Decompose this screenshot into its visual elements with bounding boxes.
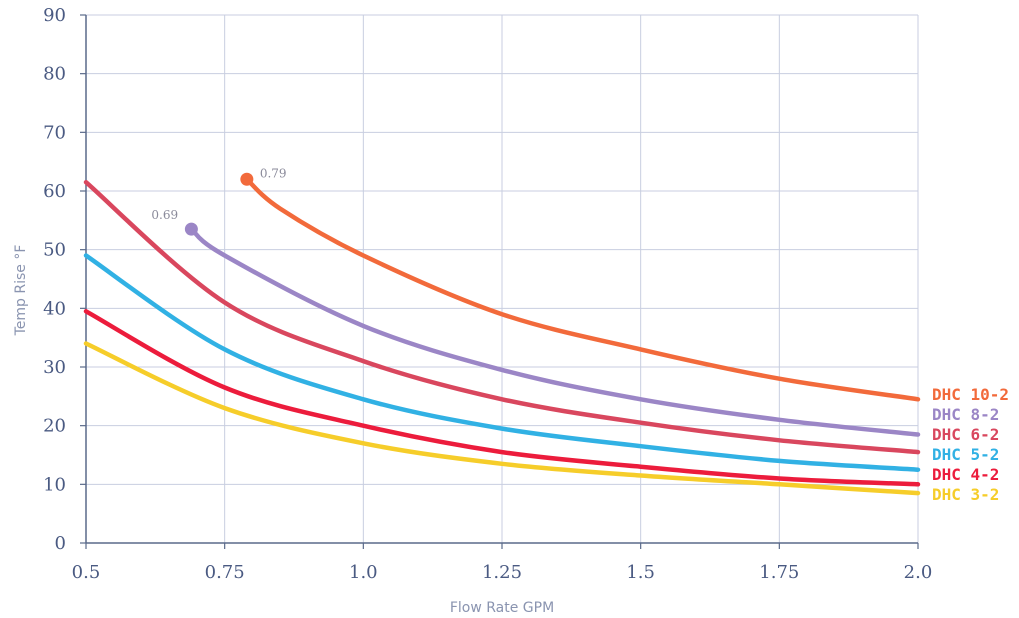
legend-item-dhc-5-2: DHC 5-2	[932, 445, 999, 464]
x-tick-label: 1.75	[759, 562, 799, 583]
y-tick-label: 80	[43, 64, 66, 85]
y-tick-label: 10	[43, 474, 66, 495]
series-dhc-3-2	[83, 341, 921, 496]
start-label-dhc-8-2: 0.69	[151, 208, 178, 222]
series-dhc-5-2	[83, 253, 921, 472]
y-tick-label: 30	[43, 357, 66, 378]
series-line-dhc-6-2	[83, 179, 921, 455]
start-point-dhc-10-2	[240, 172, 254, 186]
series-dhc-4-2	[83, 309, 921, 487]
series-line-dhc-10-2	[244, 177, 921, 402]
start-point-dhc-8-2	[184, 222, 198, 236]
x-tick-label: 1.5	[626, 562, 655, 583]
y-tick-label: 70	[43, 122, 66, 143]
x-tick-label: 1.0	[349, 562, 378, 583]
series-dhc-10-2: 0.79	[240, 166, 921, 402]
series-line-dhc-3-2	[83, 341, 921, 496]
series-line-dhc-5-2	[83, 253, 921, 472]
series-line-dhc-4-2	[83, 309, 921, 487]
y-tick-label: 90	[43, 5, 66, 26]
start-label-dhc-10-2: 0.79	[260, 166, 287, 180]
y-tick-label: 40	[43, 298, 66, 319]
series-dhc-6-2	[83, 179, 921, 455]
x-tick-label: 0.75	[205, 562, 245, 583]
x-tick-labels: 0.5 0.75 1.0 1.25 1.5 1.75 2.0	[72, 543, 933, 583]
series-line-dhc-8-2	[189, 226, 921, 437]
y-tick-labels: 0 10 20 30 40 50 60 70 80 90	[43, 5, 86, 554]
legend-item-dhc-3-2: DHC 3-2	[932, 485, 999, 504]
legend-item-dhc-4-2: DHC 4-2	[932, 465, 999, 484]
x-tick-label: 1.25	[482, 562, 522, 583]
y-tick-label: 60	[43, 181, 66, 202]
y-tick-label: 0	[55, 533, 66, 554]
x-axis-title: Flow Rate GPM	[450, 600, 554, 616]
legend-item-dhc-8-2: DHC 8-2	[932, 405, 999, 424]
x-tick-label: 0.5	[72, 562, 101, 583]
series-dhc-8-2: 0.69	[151, 208, 921, 437]
y-axis-title: Temp Rise °F	[13, 245, 29, 337]
legend-item-dhc-10-2: DHC 10-2	[932, 385, 1009, 404]
legend-item-dhc-6-2: DHC 6-2	[932, 425, 999, 444]
y-tick-label: 20	[43, 416, 66, 437]
x-tick-label: 2.0	[904, 562, 933, 583]
series-layer: 0.79 0.69	[83, 166, 921, 496]
y-tick-label: 50	[43, 240, 66, 261]
grid	[86, 14, 919, 543]
